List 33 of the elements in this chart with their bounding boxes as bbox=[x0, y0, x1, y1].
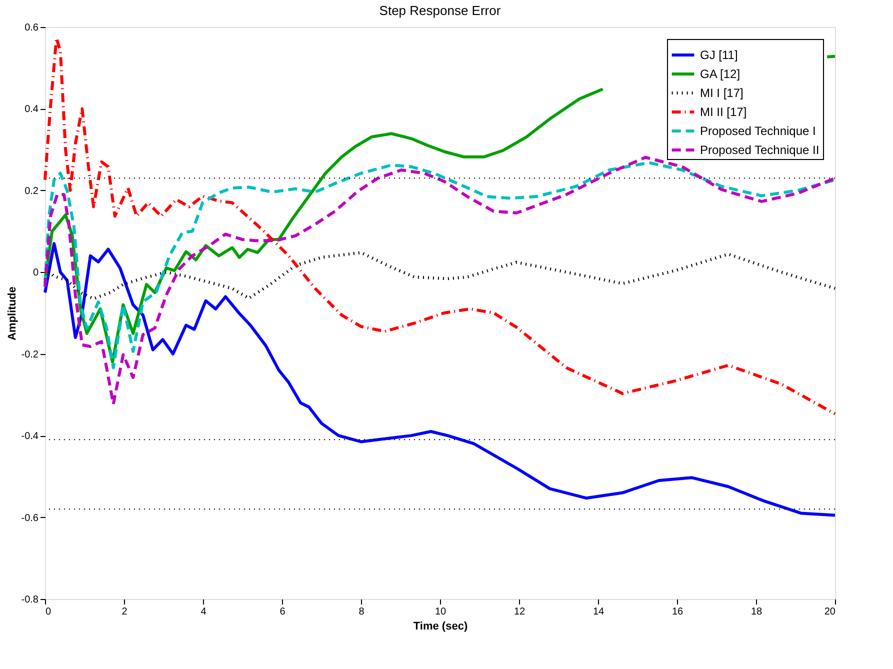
x-tick-label: 6 bbox=[280, 606, 286, 618]
legend-label: MI I [17] bbox=[700, 86, 744, 100]
line-series bbox=[44, 36, 836, 416]
y-tick-label: -0.2 bbox=[21, 349, 39, 360]
legend-label: GA [12] bbox=[700, 67, 740, 81]
y-tick-label: -0.8 bbox=[21, 594, 39, 606]
line-series bbox=[44, 242, 836, 517]
x-tick-label: 10 bbox=[434, 606, 446, 618]
line-series bbox=[44, 156, 836, 406]
y-axis-title: Amplitude bbox=[6, 286, 18, 340]
x-tick-label: 8 bbox=[358, 606, 365, 618]
x-tick-label: 12 bbox=[514, 606, 526, 618]
y-tick-label: -0.4 bbox=[21, 431, 39, 442]
x-tick-label: 16 bbox=[672, 606, 684, 618]
y-tick-label: 0 bbox=[32, 268, 39, 279]
chart-title: Step Response Error bbox=[379, 3, 502, 18]
x-tick-label: 0 bbox=[46, 606, 52, 618]
legend-label: GJ [11] bbox=[700, 48, 738, 62]
line-series bbox=[44, 251, 836, 300]
x-tick-label: 20 bbox=[824, 606, 836, 618]
legend-label: Proposed Technique II bbox=[700, 143, 820, 157]
x-tick-label: 2 bbox=[122, 606, 128, 618]
y-tick-label: 0.2 bbox=[24, 186, 39, 197]
y-tick-label: 0.4 bbox=[24, 104, 39, 116]
x-tick-label: 4 bbox=[200, 606, 207, 618]
legend-label: MI II [17] bbox=[700, 105, 747, 119]
y-tick-label: 0.6 bbox=[24, 22, 39, 34]
x-tick-label: 18 bbox=[750, 606, 762, 618]
x-axis-title: Time (sec) bbox=[413, 620, 468, 632]
y-tick-label: -0.6 bbox=[21, 512, 39, 524]
x-tick-label: 14 bbox=[592, 606, 604, 618]
legend-label: Proposed Technique I bbox=[700, 124, 816, 138]
line-series bbox=[44, 161, 836, 370]
